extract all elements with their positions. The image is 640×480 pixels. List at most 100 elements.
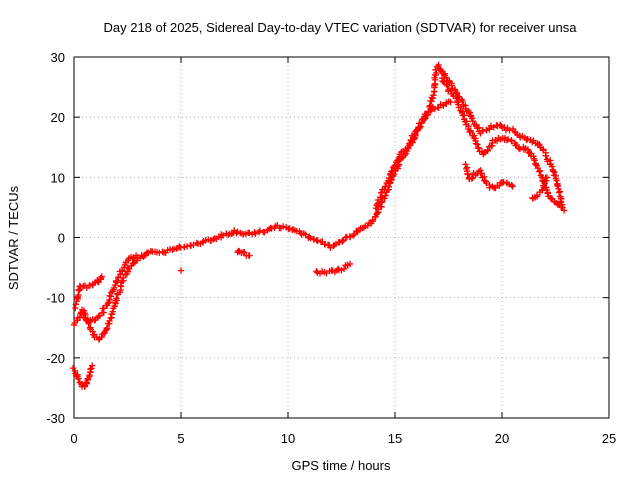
data-point xyxy=(381,195,388,202)
data-point xyxy=(98,273,106,280)
data-point xyxy=(159,248,166,256)
data-point xyxy=(114,277,121,285)
data-point xyxy=(141,252,148,259)
data-point xyxy=(554,181,561,189)
data-point xyxy=(467,128,474,136)
data-point xyxy=(183,243,191,250)
x-tick-labels: 0 5 10 15 20 25 xyxy=(70,431,616,446)
x-tick-label: 20 xyxy=(495,431,509,446)
data-point xyxy=(113,295,120,302)
data-point xyxy=(509,183,516,190)
x-tick-label: 15 xyxy=(388,431,402,446)
data-point xyxy=(447,87,455,94)
data-point xyxy=(75,375,82,382)
data-point xyxy=(313,268,320,275)
y-tick-label: -20 xyxy=(46,351,65,366)
data-point xyxy=(487,122,495,130)
data-point xyxy=(279,223,287,230)
data-point xyxy=(555,189,563,196)
data-point xyxy=(314,237,321,244)
data-point xyxy=(479,127,487,135)
data-point xyxy=(268,225,275,232)
data-point xyxy=(544,189,551,196)
data-point xyxy=(103,324,111,332)
y-tick-label: -30 xyxy=(46,411,65,426)
data-point xyxy=(443,81,450,88)
data-point xyxy=(97,274,104,282)
x-tick-label: 10 xyxy=(281,431,295,446)
data-point xyxy=(340,265,348,273)
data-point xyxy=(349,232,357,239)
data-point xyxy=(540,182,547,189)
data-point xyxy=(435,61,442,69)
y-tick-label: 10 xyxy=(51,170,65,185)
data-point xyxy=(88,362,96,369)
data-point xyxy=(437,67,444,75)
data-point xyxy=(560,207,568,214)
data-point xyxy=(433,69,440,77)
data-point xyxy=(421,116,428,124)
data-point xyxy=(104,299,112,307)
chart-title: Day 218 of 2025, Sidereal Day-to-day VTE… xyxy=(103,20,577,35)
data-point xyxy=(241,249,248,256)
data-point xyxy=(190,241,197,249)
data-point xyxy=(390,164,397,171)
data-point xyxy=(129,255,136,262)
y-tick-labels: -30 -20 -10 0 10 20 30 xyxy=(46,50,65,426)
data-point xyxy=(475,144,482,151)
data-point xyxy=(132,252,140,259)
data-point xyxy=(536,168,543,175)
y-tick-label: -10 xyxy=(46,291,65,306)
data-point xyxy=(435,104,442,111)
data-point xyxy=(246,252,253,259)
data-point xyxy=(322,240,329,248)
data-point xyxy=(478,170,485,177)
data-point xyxy=(346,260,354,268)
y-tick-label: 30 xyxy=(51,50,65,65)
data-point xyxy=(76,313,84,321)
data-point xyxy=(543,174,551,181)
data-point xyxy=(381,183,389,190)
data-point xyxy=(87,366,94,373)
data-point xyxy=(177,267,185,274)
x-axis-label: GPS time / hours xyxy=(292,458,391,473)
data-point xyxy=(302,231,309,238)
data-point xyxy=(489,183,496,190)
data-point xyxy=(508,137,515,145)
data-point xyxy=(532,161,539,168)
data-point xyxy=(506,127,513,134)
data-point xyxy=(493,137,501,145)
data-point xyxy=(106,317,113,325)
y-axis-label: SDTVAR / TECUs xyxy=(6,185,21,290)
data-point xyxy=(424,111,431,119)
data-point xyxy=(110,284,118,291)
data-point xyxy=(462,161,469,168)
data-point xyxy=(547,194,555,202)
data-markers xyxy=(69,61,568,390)
data-point xyxy=(464,171,472,178)
data-point xyxy=(307,234,314,242)
data-point xyxy=(98,333,105,341)
y-tick-label: 0 xyxy=(58,231,65,246)
x-tick-label: 0 xyxy=(70,431,77,446)
data-point xyxy=(458,96,465,103)
data-point xyxy=(500,179,507,186)
data-point xyxy=(395,154,403,162)
plot-frame xyxy=(73,56,610,419)
data-point xyxy=(306,233,313,240)
data-point xyxy=(455,104,463,111)
data-point xyxy=(430,92,437,99)
data-point xyxy=(516,145,524,153)
data-point xyxy=(169,246,176,253)
data-point xyxy=(72,301,79,308)
data-point xyxy=(385,174,393,182)
y-tick-label: 20 xyxy=(51,110,65,125)
data-point xyxy=(86,371,93,379)
data-point xyxy=(533,191,541,199)
data-point xyxy=(513,141,520,149)
data-point xyxy=(447,98,454,106)
data-point xyxy=(474,141,481,148)
data-point xyxy=(382,192,389,199)
data-point xyxy=(531,157,538,164)
